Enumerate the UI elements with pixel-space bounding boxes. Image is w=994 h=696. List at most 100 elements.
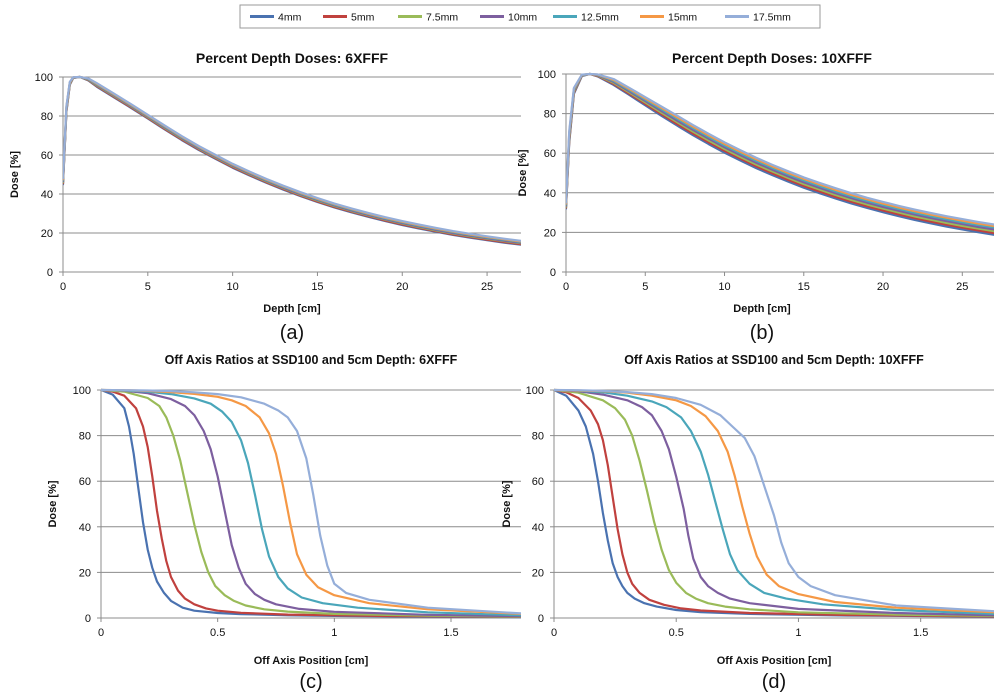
chart-title: Off Axis Ratios at SSD100 and 5cm Depth:… xyxy=(624,353,924,367)
x-tick-label: 0 xyxy=(98,627,104,639)
series-line-5mm xyxy=(101,388,521,619)
y-tick-label: 60 xyxy=(544,148,556,160)
panel-label: (a) xyxy=(280,322,304,344)
x-tick-label: 1.5 xyxy=(913,627,928,639)
chart-panel: 0 20 40 60 80 100 0 5 10 15 20 25 Percent Depth Dose… xyxy=(9,50,521,344)
legend-item: 15mm xyxy=(640,12,697,24)
y-tick-label: 40 xyxy=(532,522,544,534)
series-line-17.5mm xyxy=(63,75,521,242)
y-tick-label: 20 xyxy=(532,567,544,579)
series-line-10mm xyxy=(101,388,521,618)
series-line-10mm xyxy=(566,72,994,231)
series-line-17.5mm xyxy=(554,388,994,613)
y-tick-label: 80 xyxy=(532,431,544,443)
series-line-10mm xyxy=(63,75,521,244)
series-line-7.5mm xyxy=(63,75,521,245)
panel-label: (b) xyxy=(750,322,774,344)
x-tick-label: 0 xyxy=(563,281,569,293)
legend-item: 7.5mm xyxy=(398,12,458,24)
legend-item: 10mm xyxy=(480,12,537,24)
series-line-12.5mm xyxy=(566,72,994,229)
legend-label: 15mm xyxy=(668,12,697,24)
chart-panel: 0 20 40 60 80 100 0 0.5 1 1.5 Off Axis Ratios at S… xyxy=(501,353,994,693)
y-tick-label: 80 xyxy=(79,431,91,443)
y-tick-label: 40 xyxy=(544,188,556,200)
series-group xyxy=(566,72,994,236)
legend-label: 17.5mm xyxy=(753,12,791,24)
y-axis-label: Dose [%] xyxy=(9,151,21,198)
series-line-17.5mm xyxy=(566,72,994,226)
series-line-12.5mm xyxy=(101,388,521,617)
series-line-10mm xyxy=(554,388,994,617)
legend-item: 4mm xyxy=(250,12,302,24)
x-tick-label: 0 xyxy=(60,281,66,293)
series-line-15mm xyxy=(63,75,521,243)
y-tick-label: 100 xyxy=(73,385,91,397)
series-line-15mm xyxy=(101,388,521,616)
series-line-15mm xyxy=(554,388,994,614)
x-axis-label: Depth [cm] xyxy=(733,303,791,315)
y-tick-label: 100 xyxy=(526,385,544,397)
series-line-7.5mm xyxy=(566,72,994,233)
x-tick-label: 0.5 xyxy=(669,627,684,639)
series-line-12.5mm xyxy=(554,388,994,616)
legend-label: 5mm xyxy=(351,12,375,24)
legend: 4mm 5mm 7.5mm 10mm 12.5mm 15mm 17.5mm xyxy=(239,4,821,29)
series-line-4mm xyxy=(554,388,994,618)
y-tick-label: 100 xyxy=(35,72,53,84)
x-tick-label: 0 xyxy=(551,627,557,639)
x-tick-label: 25 xyxy=(956,281,968,293)
legend-label: 10mm xyxy=(508,12,537,24)
legend-box xyxy=(239,4,821,29)
y-axis-label: Dose [%] xyxy=(501,480,513,527)
x-tick-label: 20 xyxy=(877,281,889,293)
y-tick-label: 60 xyxy=(41,150,53,162)
y-axis-label: Dose [%] xyxy=(47,480,59,527)
legend-item: 17.5mm xyxy=(725,12,791,24)
x-tick-label: 1 xyxy=(331,627,337,639)
legend-label: 4mm xyxy=(278,12,302,24)
x-tick-label: 10 xyxy=(718,281,730,293)
series-line-5mm xyxy=(554,388,994,618)
legend-label: 7.5mm xyxy=(426,12,458,24)
x-tick-label: 1 xyxy=(795,627,801,639)
y-tick-label: 0 xyxy=(85,613,91,625)
series-line-17.5mm xyxy=(101,388,521,615)
y-tick-label: 80 xyxy=(544,109,556,121)
x-axis-label: Off Axis Position [cm] xyxy=(717,655,832,667)
series-group xyxy=(554,388,994,618)
x-tick-label: 15 xyxy=(311,281,323,293)
series-line-12.5mm xyxy=(63,75,521,244)
x-tick-label: 0.5 xyxy=(210,627,225,639)
y-tick-label: 0 xyxy=(550,267,556,279)
x-tick-label: 15 xyxy=(798,281,810,293)
legend-item: 12.5mm xyxy=(553,12,619,24)
y-axis-label: Dose [%] xyxy=(517,149,529,196)
series-line-7.5mm xyxy=(554,388,994,618)
series-line-4mm xyxy=(566,72,994,236)
x-tick-label: 10 xyxy=(227,281,239,293)
legend-label: 12.5mm xyxy=(581,12,619,24)
y-tick-label: 0 xyxy=(538,613,544,625)
x-tick-label: 5 xyxy=(642,281,648,293)
x-axis-label: Depth [cm] xyxy=(263,303,321,315)
series-line-7.5mm xyxy=(101,388,521,618)
series-line-5mm xyxy=(63,75,521,246)
series-line-4mm xyxy=(101,388,521,619)
y-tick-label: 20 xyxy=(79,567,91,579)
panel-label: (c) xyxy=(299,671,322,693)
x-tick-label: 20 xyxy=(396,281,408,293)
y-tick-label: 20 xyxy=(41,228,53,240)
y-tick-label: 60 xyxy=(532,476,544,488)
panel-label: (d) xyxy=(762,671,786,693)
y-tick-label: 40 xyxy=(41,189,53,201)
chart-panel: 0 20 40 60 80 100 0 5 10 15 20 25 Percent Depth Dose… xyxy=(517,50,994,344)
y-tick-label: 60 xyxy=(79,476,91,488)
series-group xyxy=(63,75,521,246)
y-tick-label: 0 xyxy=(47,267,53,279)
chart-panel: 0 20 40 60 80 100 0 0.5 1 1.5 Off Axis Ratios at S… xyxy=(47,353,521,693)
x-tick-label: 25 xyxy=(481,281,493,293)
x-tick-label: 5 xyxy=(145,281,151,293)
